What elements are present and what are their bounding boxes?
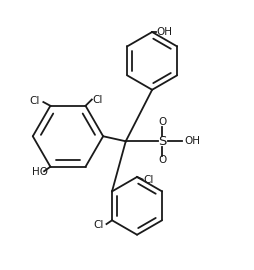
- Text: Cl: Cl: [143, 175, 153, 185]
- Text: HO: HO: [31, 167, 47, 177]
- Text: OH: OH: [185, 136, 201, 146]
- Text: Cl: Cl: [93, 220, 104, 230]
- Text: S: S: [158, 135, 166, 148]
- Text: Cl: Cl: [92, 94, 103, 104]
- Text: O: O: [158, 117, 166, 127]
- Text: O: O: [158, 155, 166, 165]
- Text: Cl: Cl: [29, 96, 39, 106]
- Text: OH: OH: [156, 27, 172, 37]
